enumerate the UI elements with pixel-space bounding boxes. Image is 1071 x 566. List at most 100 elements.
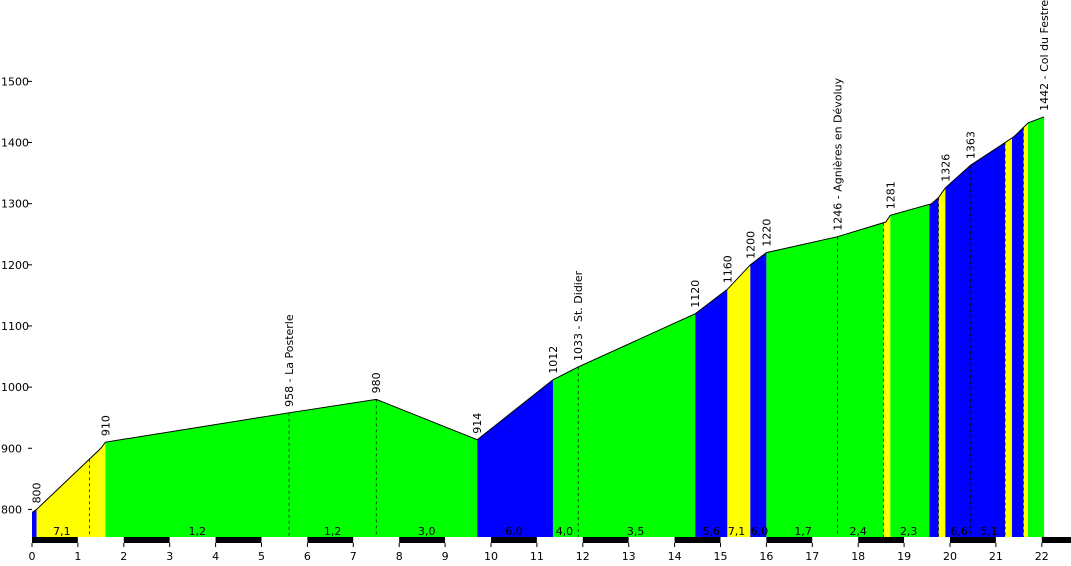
gradient-segment <box>1023 122 1029 540</box>
x-tick-label: 16 <box>759 550 773 563</box>
scale-block <box>904 537 950 543</box>
gradient-label: 6,6 <box>950 525 968 538</box>
landmark-label: 1220 <box>760 219 773 247</box>
landmark-label: 1363 <box>965 131 978 159</box>
gradient-segment <box>32 509 37 540</box>
gradient-label: 5,1 <box>980 525 998 538</box>
scale-block <box>858 537 905 543</box>
gradient-segments <box>32 116 1045 540</box>
x-tick-label: 2 <box>120 550 127 563</box>
x-tick-label: 9 <box>442 550 449 563</box>
x-tick-label: 11 <box>530 550 544 563</box>
x-axis: 0 1 2 3 4 5 6 7 8 9 10 11 12 13 14 15 16 17 18 19 20 21 22 <box>29 543 1049 563</box>
scale-block <box>399 537 446 543</box>
y-tick-label: 1100 <box>1 320 29 333</box>
y-tick-label: 1400 <box>1 137 29 150</box>
scale-block <box>720 537 767 543</box>
gradient-label: 5,6 <box>703 525 721 538</box>
x-tick-label: 12 <box>576 550 590 563</box>
landmark-label: 800 <box>31 482 44 503</box>
x-tick-label: 10 <box>484 550 498 563</box>
scale-block <box>812 537 859 543</box>
landmark-label: 1012 <box>547 346 560 374</box>
x-tick-label: 7 <box>350 550 357 563</box>
x-tick-label: 15 <box>714 550 728 563</box>
gradient-segment <box>552 313 696 540</box>
landmark-label: 958 - La Posterle <box>283 314 296 407</box>
gradient-segment <box>945 142 1006 540</box>
x-tick-label: 21 <box>989 550 1003 563</box>
gradient-label: 2,4 <box>849 525 867 538</box>
scale-block <box>536 537 583 543</box>
gradient-label: 1,2 <box>324 525 342 538</box>
gradient-segment <box>477 379 553 540</box>
x-tick-label: 22 <box>1035 550 1049 563</box>
gradient-segment <box>890 204 930 540</box>
landmark-label: 1160 <box>721 255 734 283</box>
landmark-label: 914 <box>471 413 484 434</box>
landmark-label: 910 <box>99 415 112 436</box>
gradient-label: 4,0 <box>556 525 574 538</box>
landmark-label: 1246 - Agnières en Dévoluy <box>832 77 845 230</box>
x-tick-label: 4 <box>212 550 219 563</box>
profile-outline <box>31 116 1045 513</box>
gradient-label: 6,0 <box>751 525 769 538</box>
y-tick-label: 1500 <box>1 75 29 88</box>
gradient-segment <box>36 448 101 540</box>
scale-block <box>353 537 400 543</box>
landmark-label: 1326 <box>939 154 952 182</box>
y-axis: 800 900 1000 1100 1200 1300 1400 1500 <box>1 75 32 516</box>
landmark-label: 1033 - St. Didier <box>572 270 585 361</box>
gradient-label: 3,5 <box>627 525 645 538</box>
landmark-label: 1442 - Col du Festre <box>1038 0 1051 111</box>
gradient-labels: 7,1 1,2 1,2 3,0 6,0 4,0 3,5 5,6 7,1 6,0 1,7 2,4 2,3 6… <box>53 525 998 538</box>
gradient-label: 3,0 <box>418 525 436 538</box>
x-tick-label: 13 <box>622 550 636 563</box>
scale-block <box>77 537 124 543</box>
gradient-segment <box>929 197 939 540</box>
gradient-segment <box>105 399 478 540</box>
x-tick-label: 19 <box>897 550 911 563</box>
gradient-label: 1,2 <box>188 525 206 538</box>
landmark-label: 1120 <box>689 280 702 308</box>
gradient-label: 6,0 <box>505 525 523 538</box>
x-tick-label: 3 <box>166 550 173 563</box>
x-tick-label: 8 <box>396 550 403 563</box>
scale-block <box>1041 537 1071 543</box>
x-tick-label: 14 <box>668 550 682 563</box>
gradient-label: 7,1 <box>53 525 71 538</box>
y-tick-label: 1300 <box>1 198 29 211</box>
scale-block <box>445 537 491 543</box>
gradient-segment <box>727 264 751 540</box>
scale-block <box>491 537 537 543</box>
scale-block <box>169 537 216 543</box>
profile-line <box>31 116 1045 513</box>
x-tick-label: 6 <box>304 550 311 563</box>
x-tick-label: 18 <box>851 550 865 563</box>
y-tick-label: 1200 <box>1 259 29 272</box>
gradient-segment <box>766 222 884 540</box>
scale-block <box>628 537 675 543</box>
scale-block <box>950 537 996 543</box>
gradient-label: 7,1 <box>728 525 746 538</box>
scale-block <box>766 537 813 543</box>
x-tick-label: 0 <box>29 550 36 563</box>
distance-scale-bar <box>32 537 1071 543</box>
gradient-segment <box>100 442 106 540</box>
scale-block <box>261 537 308 543</box>
gradient-segment <box>750 252 767 540</box>
x-tick-label: 20 <box>943 550 957 563</box>
gradient-segment <box>1028 116 1045 540</box>
gradient-label: 1,7 <box>794 525 812 538</box>
y-tick-label: 800 <box>1 503 22 516</box>
landmark-label: 1200 <box>744 231 757 259</box>
gradient-label: 2,3 <box>900 525 918 538</box>
scale-block <box>215 537 262 543</box>
x-tick-label: 17 <box>805 550 819 563</box>
scale-block <box>307 537 354 543</box>
scale-block <box>123 537 170 543</box>
gradient-segment <box>938 187 946 540</box>
landmark-label: 1281 <box>884 181 897 209</box>
landmark-dashes <box>89 127 1024 540</box>
